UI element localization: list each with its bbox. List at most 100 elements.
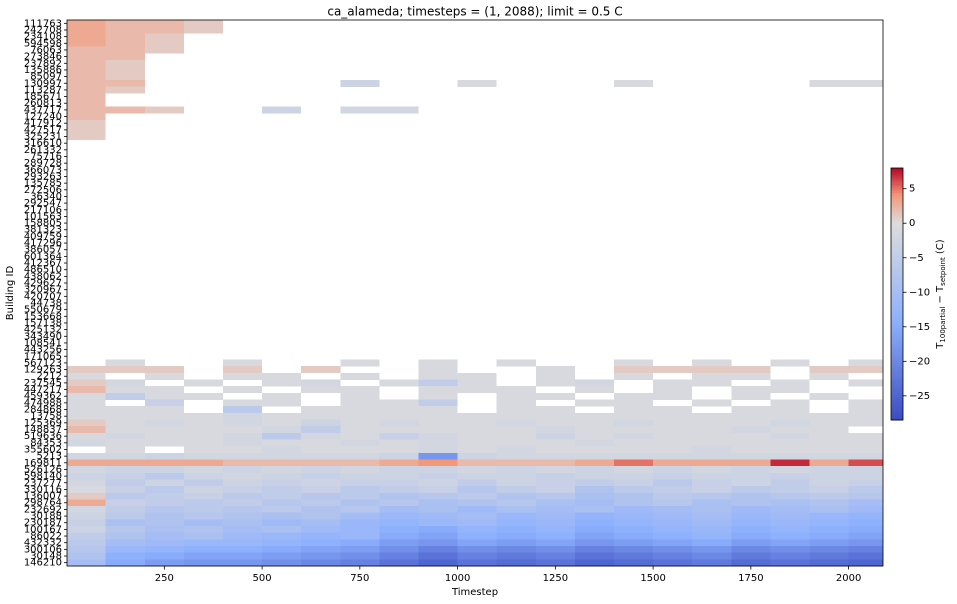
y-tick-label: 171065	[24, 351, 62, 362]
heat-cell	[105, 446, 145, 454]
y-tick-label: 432332	[24, 538, 62, 549]
heat-cell	[848, 432, 883, 440]
heat-cell	[535, 392, 575, 400]
heat-cell	[496, 466, 536, 474]
heat-cell	[457, 532, 497, 540]
y-tick-label: 429627	[24, 278, 62, 289]
y-tick-label: 447217	[24, 385, 62, 396]
heat-cell	[418, 372, 458, 380]
colorbar-swatch	[891, 184, 903, 188]
colorbar-swatch	[891, 233, 903, 236]
heat-cell	[770, 492, 810, 500]
heat-cell	[301, 419, 341, 427]
heat-cell	[379, 479, 419, 487]
heat-cell	[653, 492, 693, 500]
chart-title: ca_alameda; timesteps = (1, 2088); limit…	[327, 5, 622, 19]
heat-cell	[418, 539, 458, 547]
heat-cell	[496, 432, 536, 440]
heat-cell	[653, 512, 693, 520]
heat-cell	[848, 419, 883, 427]
colorbar-swatch	[891, 325, 903, 329]
heat-cell	[144, 559, 184, 567]
heat-cell	[144, 39, 184, 47]
colorbar-label: T100partial − Tsetpoint (C)	[935, 239, 947, 350]
y-tick-label: 320967	[24, 285, 62, 296]
heat-cell	[418, 419, 458, 427]
heat-cell	[809, 519, 849, 527]
heat-cell	[301, 386, 341, 394]
heat-cell	[809, 432, 849, 440]
heat-cell	[183, 506, 224, 514]
heat-cell	[613, 506, 654, 514]
heat-cell	[496, 519, 536, 527]
heat-cell	[105, 366, 145, 374]
colorbar-swatch	[891, 205, 903, 209]
heat-cell	[67, 86, 106, 94]
colorbar-swatch	[891, 277, 903, 280]
heat-cell	[183, 412, 224, 420]
heat-cell	[262, 526, 302, 534]
heat-cell	[340, 446, 380, 454]
y-tick-label: 325231	[24, 132, 62, 143]
heat-cell	[183, 532, 224, 540]
colorbar-swatch	[891, 342, 903, 345]
heat-cell	[144, 366, 184, 374]
heat-cell	[653, 459, 693, 467]
colorbar-swatch	[891, 354, 903, 358]
heat-cell	[848, 412, 883, 420]
heat-cell	[301, 466, 341, 474]
colorbar-tick-label: −25	[909, 391, 930, 402]
heat-cell	[105, 46, 145, 54]
heat-cell	[457, 446, 497, 454]
y-tick-label: 412367	[24, 258, 62, 269]
heat-cell	[301, 532, 341, 540]
colorbar-swatch	[891, 275, 903, 278]
heat-cell	[379, 399, 419, 407]
heat-cell	[731, 466, 771, 474]
heat-cell	[340, 432, 380, 440]
colorbar-swatch	[891, 174, 903, 177]
heat-cell	[223, 532, 263, 540]
y-tick-label: 567123	[24, 358, 62, 369]
heat-cell	[535, 432, 575, 440]
heat-cell	[301, 559, 341, 567]
colorbar-swatch	[891, 373, 903, 377]
heat-cell	[731, 419, 771, 427]
heat-cell	[809, 559, 849, 567]
colorbar-swatch	[891, 403, 903, 406]
heat-cell	[223, 452, 263, 460]
heat-cell	[144, 406, 184, 414]
heat-cell	[105, 486, 145, 494]
y-tick-label: 474988	[24, 398, 62, 409]
heat-cell	[105, 53, 145, 61]
heat-cell	[613, 466, 654, 474]
heat-cell	[535, 466, 575, 474]
heat-cell	[613, 479, 654, 487]
heat-cell	[848, 406, 883, 414]
heat-cell	[67, 119, 106, 127]
y-tick-label: 86022	[30, 531, 62, 542]
heat-cell	[535, 539, 575, 547]
heat-cell	[692, 412, 732, 420]
heat-cell	[457, 519, 497, 527]
heat-cell	[496, 386, 536, 394]
heat-cell	[144, 439, 184, 447]
heat-cell	[379, 526, 419, 534]
heat-cell	[496, 506, 536, 514]
heat-cell	[574, 466, 614, 474]
colorbar-swatch	[891, 411, 903, 415]
colorbar-swatch	[891, 390, 903, 394]
heat-cell	[301, 499, 341, 507]
x-tick-label: 250	[155, 573, 174, 584]
heat-cell	[262, 106, 302, 114]
y-tick-label: 519636	[24, 431, 62, 442]
heat-cell	[67, 106, 106, 114]
heat-cell	[848, 399, 883, 407]
heat-cell	[379, 379, 419, 387]
heat-cell	[692, 539, 732, 547]
heat-cell	[262, 426, 302, 434]
heat-cell	[223, 459, 263, 467]
heat-cell	[144, 546, 184, 553]
heat-cell	[457, 479, 497, 487]
heat-cell	[144, 26, 184, 34]
